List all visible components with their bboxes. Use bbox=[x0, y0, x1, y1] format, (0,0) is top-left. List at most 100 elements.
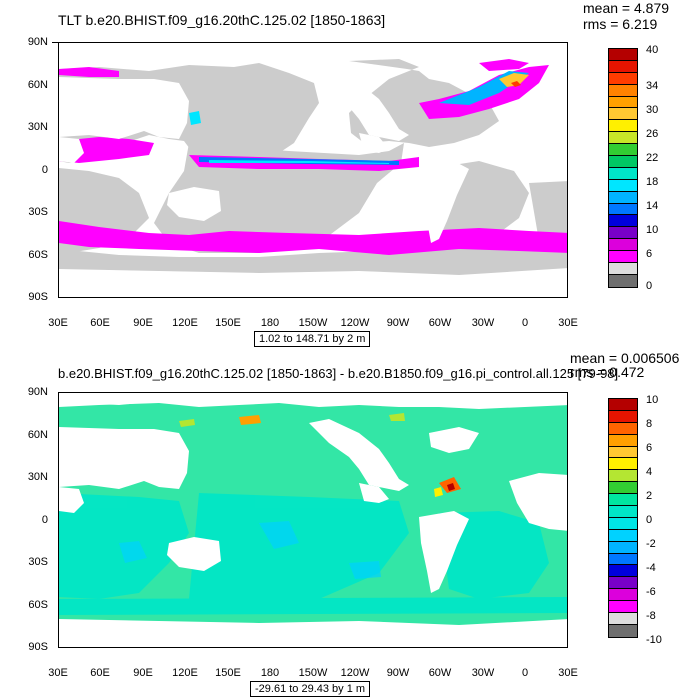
top-lon-label: 60E bbox=[90, 317, 110, 329]
colorbar-segment bbox=[609, 239, 637, 252]
top-colorbar-label: 14 bbox=[646, 200, 659, 212]
bottom-lon-label: 30W bbox=[471, 667, 495, 679]
colorbar-segment bbox=[609, 410, 637, 423]
top-lon-label: 120W bbox=[340, 317, 370, 329]
top-colorbar-label: 34 bbox=[646, 80, 659, 92]
colorbar-segment bbox=[609, 553, 637, 566]
bottom-colorbar-label: 8 bbox=[646, 418, 653, 430]
bottom-map bbox=[58, 392, 568, 648]
bottom-lat-label: 30N bbox=[27, 471, 48, 483]
top-lon-label: 60W bbox=[428, 317, 452, 329]
colorbar-segment bbox=[609, 565, 637, 578]
bottom-lon-label: 90W bbox=[386, 667, 410, 679]
top-map-svg bbox=[59, 43, 567, 297]
top-lat-label: 30S bbox=[28, 206, 48, 218]
colorbar-segment bbox=[609, 156, 637, 168]
top-lon-label: 30E bbox=[558, 317, 578, 329]
bottom-lon-label: 120W bbox=[340, 667, 370, 679]
colorbar-segment bbox=[609, 72, 637, 85]
bottom-colorbar-label: -2 bbox=[646, 538, 656, 550]
top-colorbar-label: 30 bbox=[646, 104, 659, 116]
bottom-lon-label: 150E bbox=[215, 667, 241, 679]
continents bbox=[59, 393, 567, 647]
top-colorbar-label: 6 bbox=[646, 248, 653, 260]
bottom-title: b.e20.BHIST.f09_g16.20thC.125.02 [1850-1… bbox=[58, 366, 619, 381]
bottom-colorbar-label: 0 bbox=[646, 514, 653, 526]
top-lon-label: 120E bbox=[172, 317, 198, 329]
bottom-colorbar-label: 4 bbox=[646, 466, 653, 478]
top-lat-label: 0 bbox=[41, 164, 48, 176]
colorbar-segment bbox=[609, 446, 637, 459]
top-colorbar-label: 40 bbox=[646, 44, 659, 56]
top-lat-label: 60N bbox=[27, 79, 48, 91]
bottom-panel: b.e20.BHIST.f09_g16.20thC.125.02 [1850-1… bbox=[0, 350, 700, 700]
colorbar-segment bbox=[609, 529, 637, 542]
colorbar-segment bbox=[609, 470, 637, 483]
bottom-colorbar-label: 2 bbox=[646, 490, 653, 502]
bottom-colorbar bbox=[608, 398, 638, 638]
top-colorbar-label: 26 bbox=[646, 128, 659, 140]
bottom-map-svg bbox=[59, 393, 567, 647]
top-colorbar-label: 18 bbox=[646, 176, 659, 188]
colorbar-segment bbox=[609, 494, 637, 507]
colorbar-segment bbox=[609, 251, 637, 264]
top-range-box: 1.02 to 148.71 by 2 m bbox=[254, 331, 371, 347]
top-panel: TLT b.e20.BHIST.f09_g16.20thC.125.02 [18… bbox=[27, 0, 670, 347]
colorbar-segment bbox=[609, 179, 637, 192]
bottom-lon-label: 30E bbox=[48, 667, 68, 679]
bottom-lon-label: 90E bbox=[133, 667, 153, 679]
colorbar-segment bbox=[609, 399, 637, 411]
bottom-lon-label: 180 bbox=[260, 667, 280, 679]
top-colorbar bbox=[608, 48, 638, 288]
top-rms: rms = 6.219 bbox=[583, 16, 658, 32]
bottom-lat-label: 90S bbox=[28, 641, 48, 653]
colorbar-segment bbox=[609, 96, 637, 109]
top-map bbox=[58, 42, 568, 298]
bottom-lat-label: 60S bbox=[28, 599, 48, 611]
top-mean: mean = 4.879 bbox=[583, 0, 670, 16]
colorbar-segment bbox=[609, 458, 637, 471]
negative-patches bbox=[119, 521, 381, 579]
colorbar-segment bbox=[609, 613, 637, 625]
bottom-colorbar-label: 6 bbox=[646, 442, 653, 454]
colorbar-segment bbox=[609, 132, 637, 145]
bottom-lon-label: 150W bbox=[298, 667, 328, 679]
top-colorbar-label: 10 bbox=[646, 224, 659, 236]
colorbar-segment bbox=[609, 434, 637, 447]
colorbar-segment bbox=[609, 517, 637, 530]
continents bbox=[59, 43, 567, 297]
colorbar-segment bbox=[609, 167, 637, 180]
ocean-mottling bbox=[59, 493, 567, 615]
colorbar-segment bbox=[609, 601, 637, 614]
bottom-lon-label: 0 bbox=[521, 667, 529, 679]
colorbar-segment bbox=[609, 144, 637, 157]
colorbar-segment bbox=[609, 227, 637, 240]
colorbar-segment bbox=[609, 274, 637, 287]
colorbar-segment bbox=[609, 84, 637, 97]
colorbar-segment bbox=[609, 541, 637, 554]
top-lat-label: 90S bbox=[28, 291, 48, 303]
bottom-lat-label: 60N bbox=[27, 429, 48, 441]
bottom-colorbar-label: -4 bbox=[646, 562, 656, 574]
colorbar-segment bbox=[609, 624, 637, 637]
top-lat-label: 90N bbox=[27, 36, 48, 48]
bottom-lon-label: 60W bbox=[428, 667, 452, 679]
bottom-colorbar-label: 10 bbox=[646, 394, 659, 406]
top-lat-label: 60S bbox=[28, 249, 48, 261]
top-lon-label: 150E bbox=[215, 317, 241, 329]
colorbar-segment bbox=[609, 60, 637, 73]
colorbar-segment bbox=[609, 108, 637, 121]
mid-value-streaks bbox=[189, 71, 529, 165]
top-lon-label: 0 bbox=[521, 317, 529, 329]
colorbar-segment bbox=[609, 120, 637, 133]
colorbar-segment bbox=[609, 203, 637, 216]
colorbar-segment bbox=[609, 422, 637, 435]
top-colorbar-label: 0 bbox=[646, 280, 653, 292]
bottom-lat-label: 30S bbox=[28, 556, 48, 568]
top-lon-label: 90W bbox=[386, 317, 410, 329]
top-lat-label: 30N bbox=[27, 121, 48, 133]
bottom-mean: mean = 0.006506 bbox=[570, 350, 680, 366]
colorbar-segment bbox=[609, 589, 637, 602]
colorbar-segment bbox=[609, 577, 637, 590]
top-lon-label: 30E bbox=[48, 317, 68, 329]
